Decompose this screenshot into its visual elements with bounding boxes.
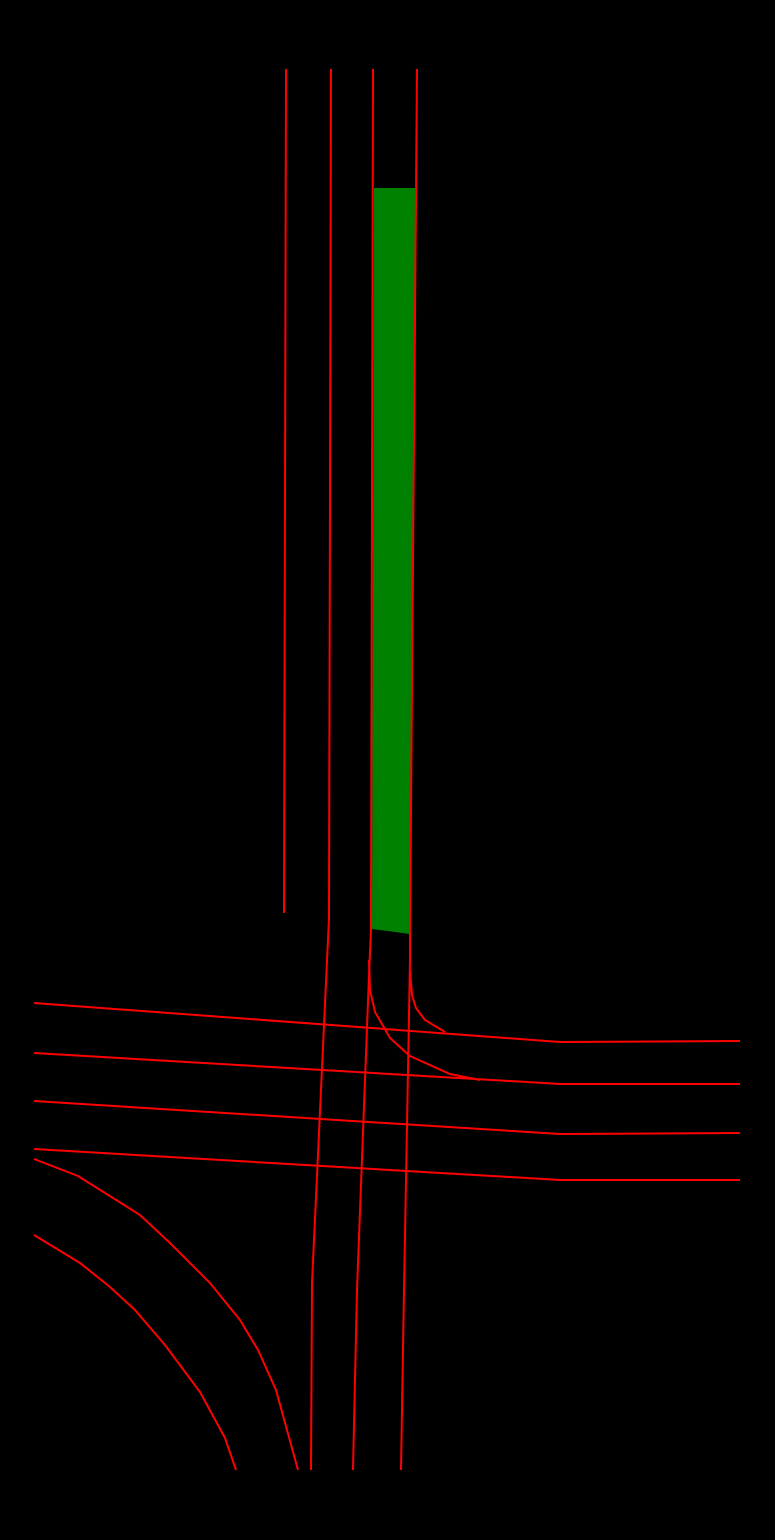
turn-lane (368, 959, 481, 1081)
lane-line (283, 68, 287, 914)
curve-lane (33, 1158, 299, 1471)
curve-lane (33, 1234, 237, 1471)
highlighted-lane (372, 188, 417, 934)
lane-line (33, 1002, 741, 1044)
turn-lane (409, 969, 446, 1033)
lane-line (310, 68, 332, 1471)
lane-line (33, 1052, 740, 1085)
lane-line (400, 68, 418, 1471)
lane-line (33, 1100, 741, 1136)
lane-line (33, 1148, 740, 1181)
